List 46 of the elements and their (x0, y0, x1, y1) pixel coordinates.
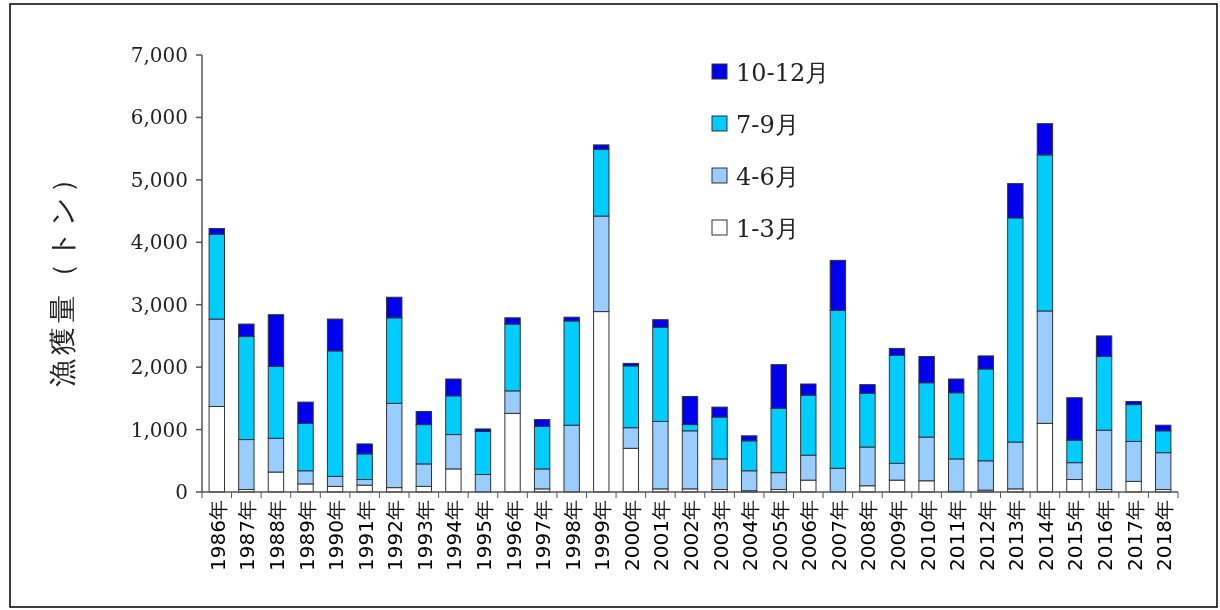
x-tick-label: 2017年 (1122, 500, 1147, 571)
y-tick-label: 7,000 (130, 43, 188, 67)
y-tick-label: 2,000 (130, 355, 188, 380)
legend-label: 7-9月 (736, 111, 799, 139)
y-axis-title: 漁獲量（トン） (46, 160, 79, 387)
x-tick-label: 2008年 (856, 500, 881, 571)
x-tick-label: 1988年 (264, 500, 289, 571)
legend-label: 1-3月 (736, 215, 799, 243)
x-tick-label: 2013年 (1004, 500, 1029, 571)
x-tick-label: 2009年 (886, 500, 911, 571)
x-tick-label: 1997年 (531, 500, 556, 571)
legend-label: 4-6月 (736, 163, 799, 191)
x-tick-label: 2002年 (679, 500, 703, 571)
x-tick-label: 2018年 (1152, 500, 1177, 571)
x-tick-label: 2005年 (767, 500, 792, 571)
x-tick-label: 1989年 (294, 500, 319, 571)
x-tick-label: 1998年 (560, 500, 585, 571)
x-tick-label: 1992年 (383, 500, 408, 571)
x-tick-label: 2007年 (826, 500, 851, 571)
x-tick-label: 2003年 (708, 500, 733, 571)
y-tick-label: 1,000 (130, 417, 188, 442)
x-tick-label: 2010年 (915, 500, 940, 571)
x-tick-label: 1994年 (442, 500, 467, 571)
x-tick-label: 2014年 (1033, 500, 1058, 571)
x-tick-label: 2016年 (1093, 500, 1118, 571)
x-tick-label: 1993年 (412, 500, 437, 571)
y-tick-label: 0 (175, 480, 188, 504)
x-tick-label: 1990年 (324, 500, 349, 571)
x-tick-label: 2001年 (649, 500, 674, 571)
x-tick-label: 1991年 (353, 500, 378, 571)
y-tick-label: 5,000 (130, 167, 188, 192)
x-tick-label: 2012年 (974, 500, 999, 571)
x-tick-label: 2011年 (945, 500, 970, 571)
x-tick-label: 2004年 (738, 500, 763, 571)
legend-label: 10-12月 (736, 59, 830, 87)
y-tick-label: 6,000 (130, 105, 188, 130)
x-tick-label: 1996年 (501, 500, 526, 571)
y-tick-label: 3,000 (130, 292, 188, 317)
x-tick-label: 2006年 (797, 500, 822, 571)
y-tick-label: 4,000 (130, 230, 188, 255)
x-tick-label: 1986年 (205, 500, 230, 571)
x-tick-label: 2000年 (619, 500, 644, 571)
x-tick-label: 1995年 (471, 500, 496, 571)
x-tick-label: 1987年 (235, 500, 260, 571)
x-tick-label: 1999年 (590, 500, 615, 571)
x-tick-label: 2015年 (1063, 500, 1088, 571)
